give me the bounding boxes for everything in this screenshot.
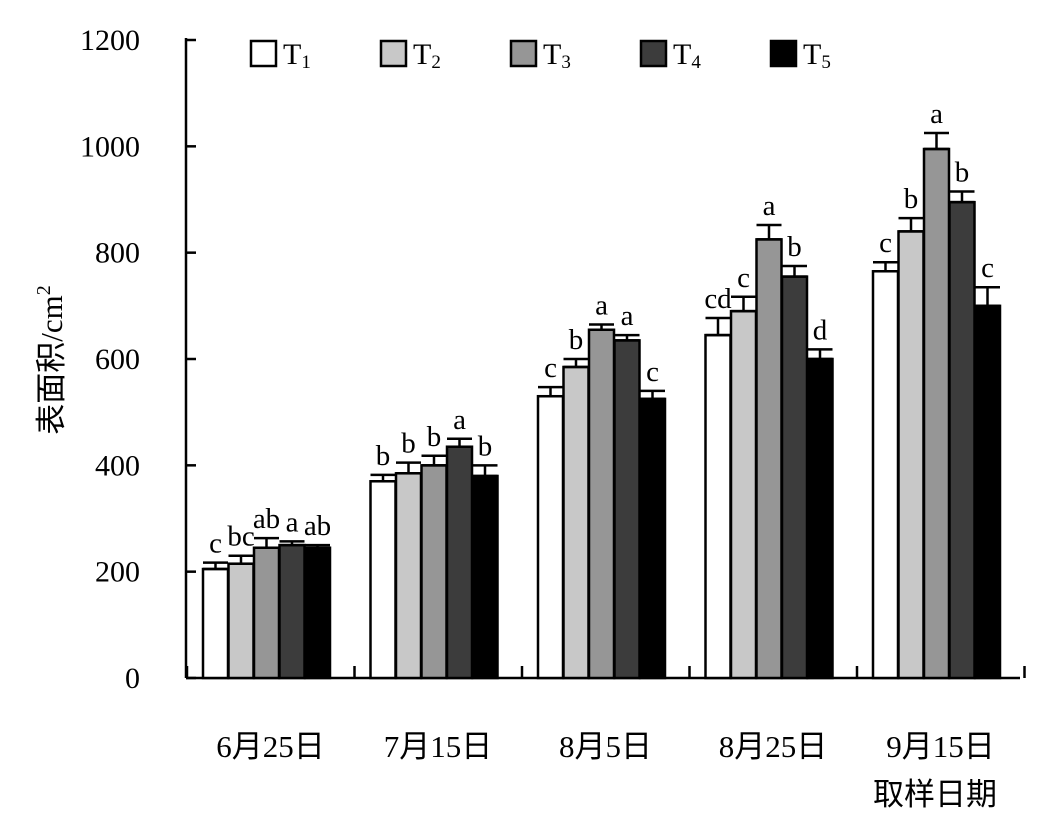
bar — [729, 309, 758, 680]
significance-label: a — [286, 506, 299, 538]
bar — [420, 464, 448, 680]
bars-layer — [201, 131, 1002, 680]
significance-label: c — [544, 352, 557, 384]
bar — [303, 546, 332, 680]
legend-label-main: T — [803, 38, 821, 71]
bar — [613, 339, 641, 680]
significance-label: d — [813, 314, 828, 346]
bar — [445, 445, 474, 680]
bar — [948, 200, 976, 680]
y-axis-title-main: 表面积/cm — [34, 295, 69, 435]
significance-label: a — [453, 404, 466, 436]
legend-label: T3 — [543, 38, 571, 73]
significance-label: a — [930, 98, 943, 130]
significance-label: c — [646, 356, 659, 388]
bar — [587, 328, 616, 680]
bar — [369, 480, 397, 680]
legend-label-subscript: 3 — [561, 52, 571, 73]
bar — [897, 230, 925, 680]
significance-label: b — [376, 440, 391, 472]
legend-label-main: T — [543, 38, 561, 71]
legend-label: T4 — [673, 38, 701, 73]
x-tick-label: 8月25日 — [719, 729, 828, 764]
bar — [394, 472, 423, 680]
axes-layer: 0 200 400 600 800 1000 1200 6月25日 7月15日 8月5日 8月25日… — [80, 24, 1026, 764]
significance-label: b — [787, 231, 802, 263]
legend-swatch — [509, 39, 538, 68]
legend-label-subscript: 5 — [821, 52, 831, 73]
legend-swatch — [639, 39, 668, 68]
legend: T1 T2 T3 T4 T5 — [249, 38, 831, 73]
y-tick-label: 400 — [95, 449, 140, 482]
bar — [536, 394, 565, 680]
y-tick-label: 1200 — [80, 24, 140, 57]
y-tick-label: 800 — [95, 237, 140, 270]
significance-label: bc — [227, 521, 254, 553]
bar — [471, 474, 499, 680]
bar — [252, 546, 281, 680]
significance-label: b — [955, 157, 970, 189]
y-axis-title: 表面积/cm2 — [33, 285, 69, 435]
legend-swatch — [249, 39, 278, 68]
legend-swatch — [379, 39, 408, 68]
y-tick-label: 1000 — [80, 130, 140, 163]
y-tick-label: 200 — [95, 556, 140, 589]
bar — [973, 304, 1002, 680]
significance-label: b — [401, 428, 416, 460]
significance-label: a — [763, 190, 776, 222]
significance-label: b — [478, 430, 493, 462]
legend-label: T5 — [803, 38, 831, 73]
x-axis-title: 取样日期 — [873, 777, 997, 812]
bar — [562, 365, 590, 680]
legend-label-main: T — [283, 38, 301, 71]
significance-label: ab — [253, 503, 280, 535]
significance-label: b — [904, 183, 919, 215]
significance-label: b — [427, 421, 442, 453]
legend-label-subscript: 1 — [301, 52, 311, 73]
y-axis-title-superscript: 2 — [33, 285, 55, 295]
significance-label: ab — [304, 510, 331, 542]
bar — [780, 275, 809, 680]
legend-label-main: T — [673, 38, 691, 71]
legend-label: T1 — [283, 38, 311, 73]
significance-label: cd — [704, 283, 732, 315]
significance-label: c — [209, 528, 222, 560]
x-tick-label: 7月15日 — [384, 729, 493, 764]
legend-label-subscript: 2 — [431, 52, 441, 73]
significance-label: b — [569, 324, 584, 356]
legend-label: T2 — [413, 38, 441, 73]
significance-label: c — [981, 252, 994, 284]
x-tick-label: 9月15日 — [886, 729, 995, 764]
x-tick-label: 6月25日 — [216, 729, 325, 764]
x-tick-label: 8月5日 — [559, 729, 652, 764]
y-tick-label: 600 — [95, 343, 140, 376]
bar — [201, 567, 230, 680]
legend-swatch — [769, 39, 798, 68]
y-tick-label: 0 — [125, 662, 140, 695]
bar — [638, 397, 667, 680]
bar — [871, 270, 900, 680]
bar — [704, 333, 732, 680]
bar — [227, 562, 255, 680]
bar — [278, 543, 306, 680]
significance-label: c — [737, 262, 750, 294]
bar — [806, 357, 834, 680]
legend-label-subscript: 4 — [691, 52, 701, 73]
significance-label: c — [879, 227, 892, 259]
bar — [922, 147, 951, 680]
bar — [755, 238, 783, 680]
legend-label-main: T — [413, 38, 431, 71]
significance-label: a — [621, 300, 634, 332]
significance-label: a — [595, 289, 608, 321]
